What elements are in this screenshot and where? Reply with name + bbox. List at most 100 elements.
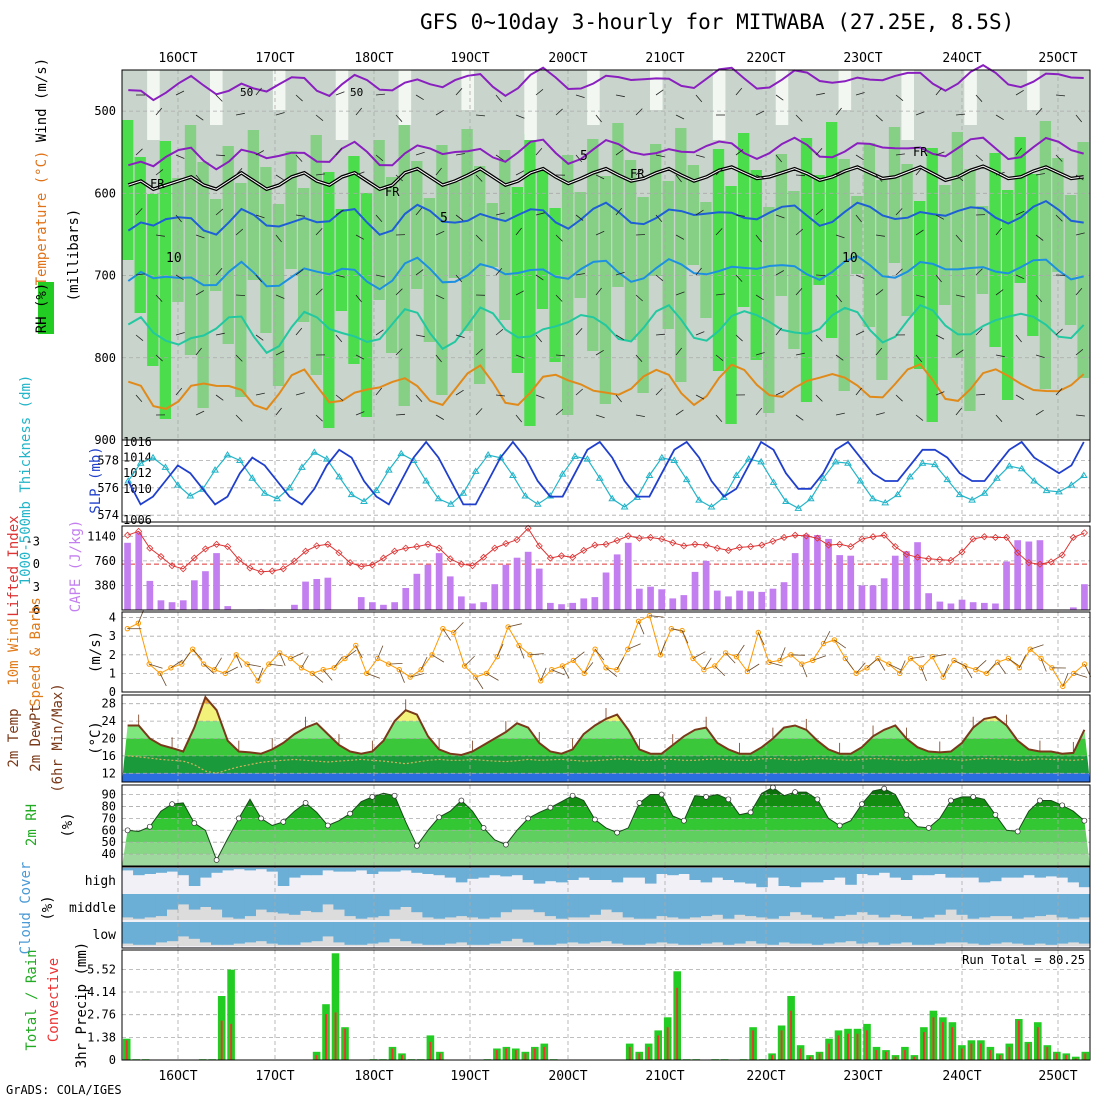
wind-barb xyxy=(605,667,618,677)
wind-speed-marker xyxy=(1005,655,1012,662)
wind-barb xyxy=(1075,174,1084,181)
wind-barb xyxy=(455,389,464,396)
cape-bar xyxy=(580,598,588,610)
thickness-marker xyxy=(881,498,890,506)
wind-speed-marker xyxy=(505,624,511,630)
temp-tick-label: 28 xyxy=(102,697,116,711)
rh-marker xyxy=(970,794,977,800)
temp-tick-label: 24 xyxy=(102,714,116,728)
cloud-bar xyxy=(722,868,735,880)
cloud-bar xyxy=(600,922,612,942)
dry-layer xyxy=(210,70,223,125)
thickness-marker xyxy=(173,481,182,488)
pressure-tick-label: 500 xyxy=(94,104,116,118)
wind-barb xyxy=(535,394,545,399)
cape-bar xyxy=(558,604,565,610)
wind-barb xyxy=(835,234,845,239)
rh-shading xyxy=(335,209,348,311)
dry-layer xyxy=(524,70,537,140)
precip-tick-label: 2.76 xyxy=(87,1008,116,1022)
wind-barb xyxy=(195,114,204,121)
wind-barb xyxy=(695,394,705,400)
convective-precip-bar xyxy=(752,1030,754,1060)
cloud-bar xyxy=(756,922,768,944)
rh-shading xyxy=(536,171,549,309)
wind-speed-marker xyxy=(984,670,990,677)
cloud-bar xyxy=(422,868,434,874)
thickness-marker xyxy=(968,496,976,503)
wind-barb xyxy=(535,147,543,156)
wind-barb xyxy=(855,214,862,223)
cloud-bar xyxy=(1001,894,1013,917)
wind-speed-marker xyxy=(918,665,925,671)
convective-precip-bar xyxy=(951,1027,954,1060)
cloud-bar xyxy=(333,894,345,910)
cloud-bar xyxy=(511,868,523,876)
rh-shading xyxy=(134,157,146,313)
convective-precip-bar xyxy=(325,1014,327,1060)
wind-barb xyxy=(955,294,965,298)
thickness-marker xyxy=(471,467,480,474)
cape-bar xyxy=(146,580,154,610)
cloud-bar xyxy=(967,868,980,878)
convective-precip-bar xyxy=(979,1043,982,1060)
wind-speed-marker xyxy=(331,665,337,671)
convective-precip-bar xyxy=(1074,1058,1077,1060)
cloud-bar xyxy=(889,922,902,944)
wind-speed-marker xyxy=(799,661,805,667)
wind-barb xyxy=(279,652,286,666)
rh-shading xyxy=(989,153,1001,347)
cloud-bar xyxy=(344,868,357,872)
temperature-contour xyxy=(127,363,1085,411)
cloud-bar xyxy=(177,868,190,876)
cloud-bar xyxy=(277,922,290,945)
thickness-marker xyxy=(670,456,679,463)
wind-barb xyxy=(675,347,683,356)
cloud-level-label: low xyxy=(93,928,117,943)
rh-shading xyxy=(386,177,398,353)
wind-speed-marker xyxy=(364,670,370,677)
wind-barb xyxy=(735,149,744,156)
wind-speed-marker xyxy=(777,657,783,664)
wind-barb xyxy=(635,234,646,236)
cloud-bar xyxy=(1056,894,1069,918)
rh-marker xyxy=(436,814,442,821)
convective-precip-bar xyxy=(799,1048,802,1060)
cloud-bar xyxy=(144,894,156,918)
wind-barb xyxy=(170,659,183,669)
wind-barb xyxy=(215,394,224,401)
cloud-level-label: middle xyxy=(69,901,116,916)
wind-barb xyxy=(955,349,964,356)
wind-barb xyxy=(453,622,464,633)
cloud-bar xyxy=(1045,922,1058,945)
rh-contour-label: 50 xyxy=(240,86,253,99)
wind-barb xyxy=(215,268,223,276)
rh-shading xyxy=(574,192,586,298)
temp-axis-label: 2m DewPt xyxy=(28,704,44,771)
wind-barb xyxy=(295,327,303,336)
wind-barb xyxy=(551,669,565,676)
wind-tick-label: 1 xyxy=(109,666,116,680)
cloud-bar xyxy=(522,868,535,880)
wind-speed-marker xyxy=(940,674,946,680)
slp-tick-label: 1014 xyxy=(123,451,152,465)
cape-bar xyxy=(736,590,743,610)
rh-shading xyxy=(650,144,662,276)
wind-barb xyxy=(395,348,403,356)
wind-barb xyxy=(135,394,143,403)
wind-barb xyxy=(1075,414,1085,417)
wind-barb xyxy=(255,392,265,396)
lifted-index-marker xyxy=(880,531,888,539)
rh-contour-label: 50 xyxy=(350,86,363,99)
legend-temperature: Temperature (°C) xyxy=(34,151,50,286)
cloud-bar xyxy=(967,922,980,944)
thickness-tick-label: 574 xyxy=(97,508,119,522)
rh-marker xyxy=(414,842,420,849)
cloud-bar xyxy=(644,894,657,919)
wind-unit-label: (m/s) xyxy=(88,631,104,673)
cloud-bar xyxy=(900,894,913,917)
wind-barb xyxy=(420,656,428,670)
rh-shading xyxy=(888,127,901,263)
cloud-bar xyxy=(811,868,824,883)
wind-barb xyxy=(635,168,643,176)
